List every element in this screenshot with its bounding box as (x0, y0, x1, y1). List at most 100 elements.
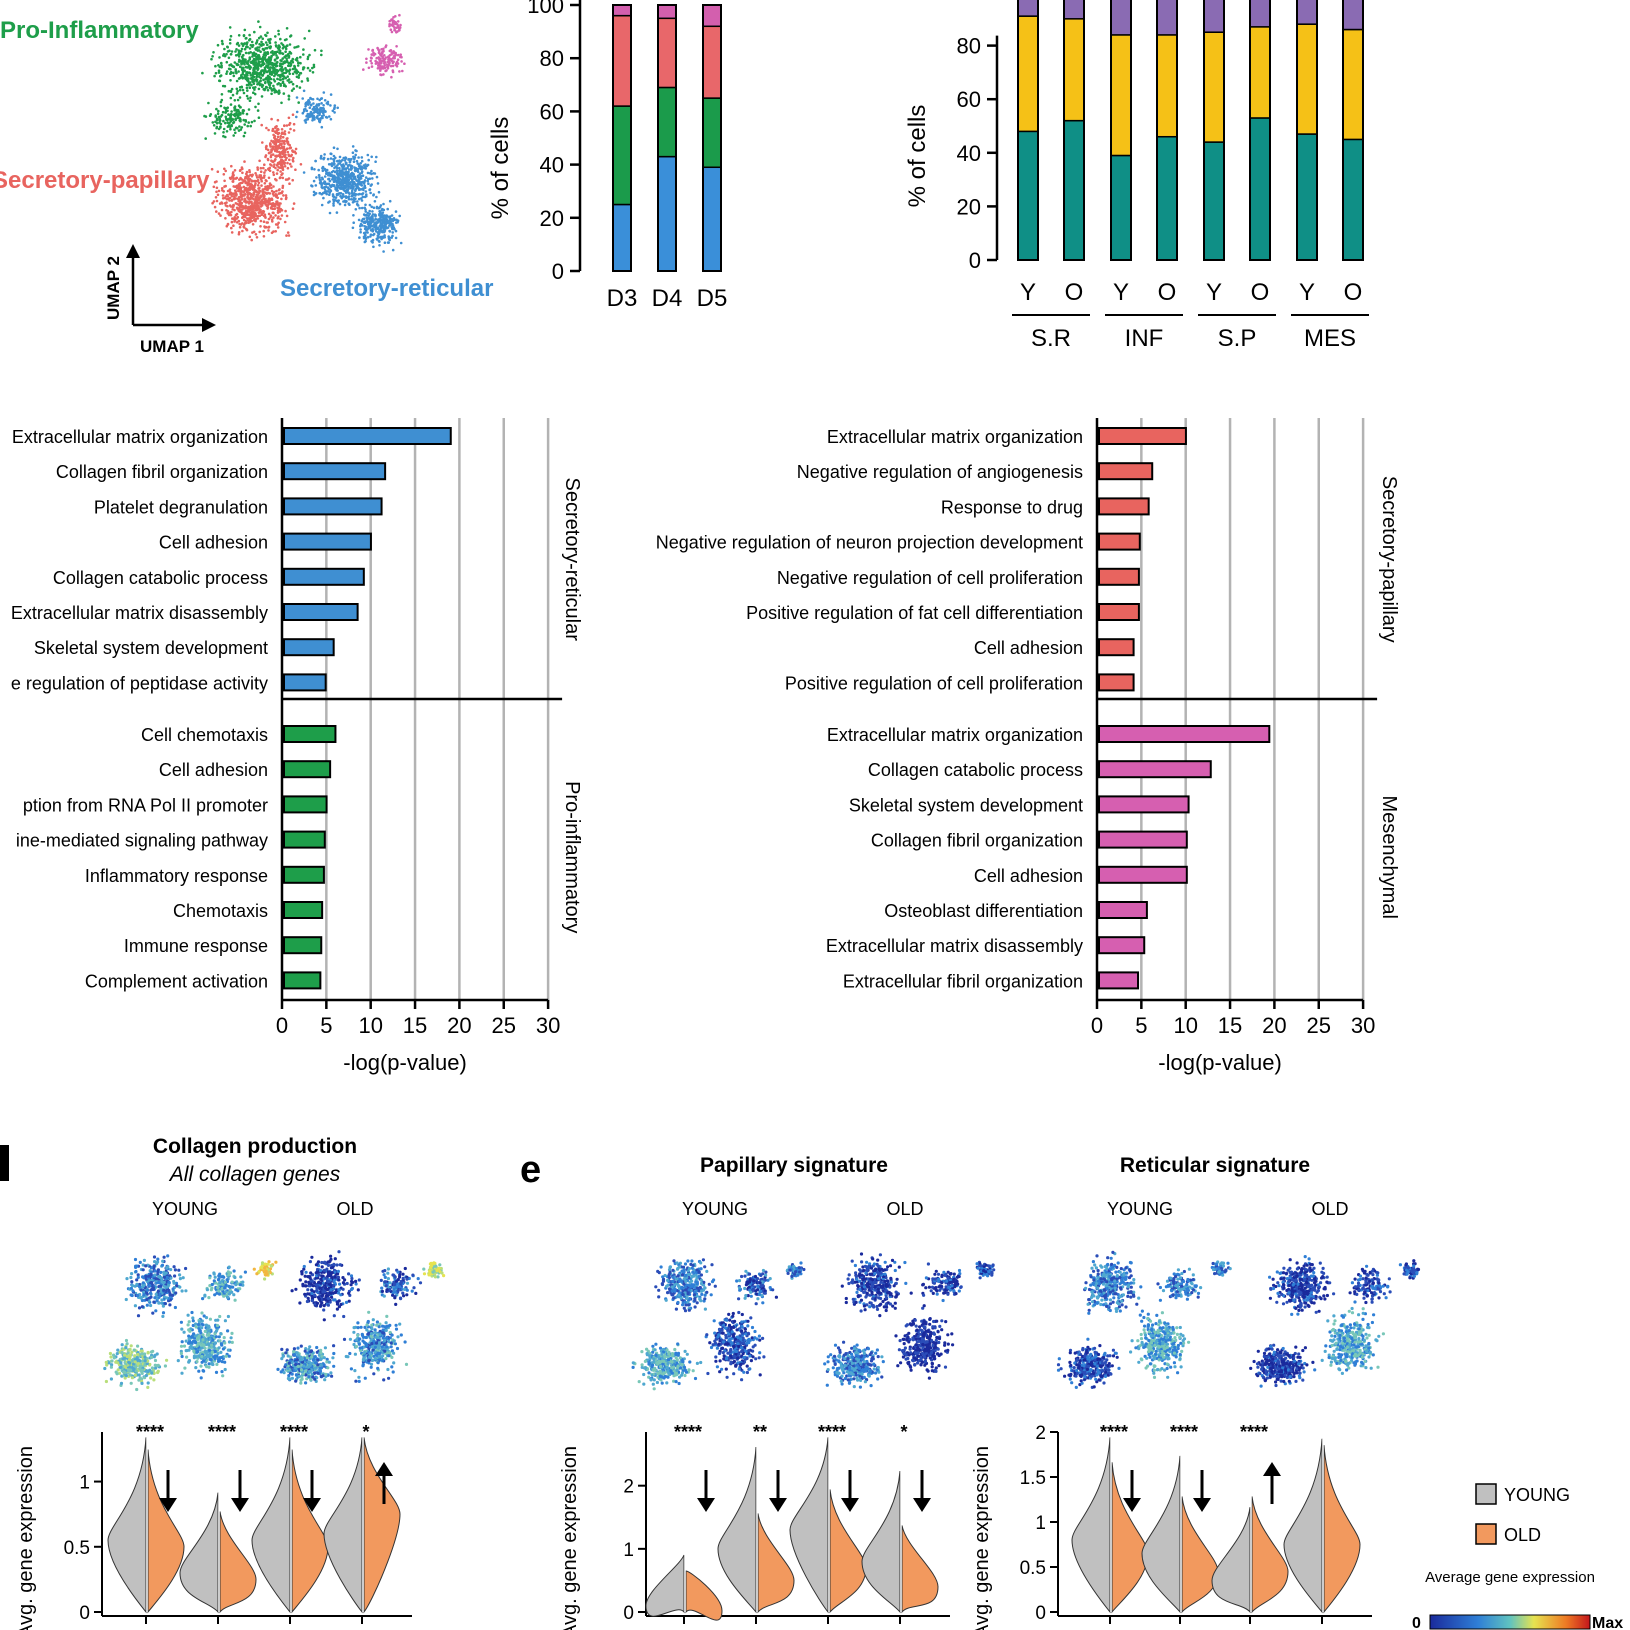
umap-point (215, 107, 218, 111)
umap-point (250, 83, 253, 87)
umap-feature-point (290, 1372, 294, 1376)
umap-feature-point (217, 1289, 221, 1293)
umap-point (240, 166, 244, 169)
umap-point (225, 224, 229, 228)
umap-point (297, 61, 300, 64)
umap-point (266, 52, 270, 55)
umap-point (259, 219, 263, 223)
umap-point (369, 184, 373, 187)
umap-point (273, 74, 276, 78)
umap-point (246, 89, 249, 92)
umap-feature-point (280, 1357, 284, 1361)
umap-point (275, 45, 278, 48)
umap-point (240, 205, 243, 209)
umap-point (281, 135, 285, 139)
umap-point (270, 139, 273, 143)
umap-point (373, 200, 377, 203)
umap-point (230, 87, 234, 91)
umap-point (248, 57, 252, 61)
umap-point (318, 98, 322, 102)
umap-point (299, 61, 302, 65)
umap-point (220, 113, 224, 117)
umap-point (371, 219, 375, 222)
go-term-label: Complement activation (85, 971, 268, 991)
umap-point (312, 63, 316, 67)
umap-point (261, 188, 265, 191)
umap-feature-point (217, 1277, 221, 1281)
umap-point (257, 116, 261, 119)
umap-feature-point (352, 1326, 356, 1330)
go-bar (283, 603, 359, 621)
umap-point (306, 55, 310, 59)
umap-feature-point (165, 1285, 169, 1289)
umap-feature-point (305, 1356, 309, 1360)
umap-point (276, 50, 279, 53)
umap-point (342, 195, 346, 198)
bar-segment (1203, 0, 1225, 33)
umap-point (284, 76, 288, 80)
umap-point (225, 70, 229, 73)
umap-point (280, 65, 284, 69)
go-term-label: Collagen fibril organization (871, 831, 1083, 851)
umap-point (338, 162, 342, 165)
umap-feature-point (136, 1314, 141, 1318)
umap-point (384, 222, 387, 225)
umap-point (231, 93, 235, 97)
umap-feature-point (319, 1374, 323, 1379)
umap-feature-point (308, 1345, 312, 1349)
umap-point (309, 103, 313, 106)
umap-point (295, 71, 298, 75)
umap-feature-point (161, 1311, 166, 1315)
umap-point (267, 212, 271, 216)
umap-point (277, 44, 281, 48)
umap-point (216, 43, 220, 47)
umap-feature-point (146, 1288, 150, 1292)
umap-point (313, 118, 316, 121)
umap-point (329, 152, 333, 155)
umap-point (283, 124, 286, 127)
umap-point (224, 195, 228, 198)
bar-segment (657, 155, 677, 272)
umap-point (290, 165, 293, 168)
go-term-label: Response to drug (941, 497, 1083, 517)
umap-point (333, 170, 337, 174)
umap-point (368, 171, 372, 175)
umap-point (377, 66, 381, 70)
umap-point (350, 173, 354, 176)
umap-feature-point (290, 1376, 294, 1380)
umap-point (245, 94, 249, 98)
umap-point (241, 171, 244, 175)
umap-feature-point (330, 1374, 334, 1378)
umap-point (225, 117, 228, 121)
umap-feature-point (332, 1364, 336, 1368)
umap-point (274, 89, 278, 93)
umap-feature-point (310, 1355, 314, 1359)
umap-feature-point (299, 1381, 303, 1385)
umap-point (350, 165, 354, 168)
umap-point (287, 64, 290, 67)
umap-point (268, 66, 272, 69)
umap-point (252, 91, 255, 94)
umap-point (273, 59, 277, 62)
bar-segment (1203, 31, 1225, 143)
umap-point (236, 116, 240, 120)
umap-point (229, 177, 232, 181)
umap-point (227, 113, 230, 116)
umap-point (265, 126, 268, 130)
umap-point (238, 125, 241, 128)
umap-point (271, 129, 274, 132)
umap-point (268, 38, 272, 41)
umap-point (275, 56, 279, 60)
umap-point (250, 207, 253, 210)
umap-feature-point (224, 1283, 228, 1287)
umap-point (246, 195, 249, 199)
umap-point (233, 112, 237, 116)
umap-feature-point (320, 1274, 324, 1278)
umap-point (254, 172, 257, 175)
umap-point (274, 145, 278, 148)
umap-point (286, 75, 290, 78)
x-tick-label: 25 (1307, 1013, 1331, 1038)
umap-point (281, 168, 285, 172)
umap-feature-point (168, 1303, 172, 1307)
umap-point (258, 46, 261, 49)
